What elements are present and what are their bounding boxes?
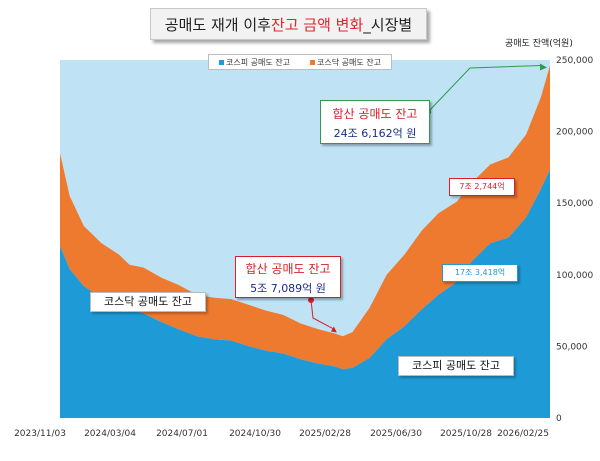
label-kosdaq-area: 코스닥 공매도 잔고: [90, 292, 206, 312]
x-tick-label: 2025/02/28: [299, 429, 351, 439]
chart-title-suffix: _시장별: [363, 15, 413, 34]
pointer-arrow-total-end: [540, 63, 547, 71]
x-tick-label: 2025/10/28: [440, 429, 492, 439]
legend-swatch-kospi: [219, 59, 225, 65]
legend-item-kosdaq: 코스닥 공매도 잔고: [310, 57, 381, 68]
pointer-dot-total-start: [308, 297, 314, 303]
y-tick-label: 200,000: [556, 128, 593, 138]
series-area-kospi: [60, 169, 550, 418]
pointer-arrow-total-start: [330, 326, 337, 333]
legend-swatch-kosdaq: [310, 59, 316, 65]
chart-title-prefix: 공매도 재개 이후: [164, 15, 271, 34]
y-tick-label: 100,000: [556, 271, 593, 281]
y-tick-label: 0: [556, 414, 562, 424]
callout-total-start-value: 5조 7,089억 원: [250, 282, 326, 295]
callout-total-end-value: 24조 6,162억 원: [333, 127, 417, 140]
x-tick-label: 2026/02/25: [497, 429, 549, 439]
y-tick-label: 250,000: [556, 56, 593, 66]
label-kosdaq-end: 7조 2,744억: [449, 178, 515, 196]
legend-label-kospi: 코스피 공매도 잔고: [226, 57, 290, 67]
label-kospi-area: 코스피 공매도 잔고: [398, 356, 514, 376]
pointer-line-total-end: [427, 64, 542, 113]
legend: 코스피 공매도 잔고 코스닥 공매도 잔고: [208, 54, 392, 70]
label-kospi-end: 17조 3,418억: [442, 264, 518, 282]
y-axis-title: 공매도 잔액(억원): [505, 39, 573, 49]
legend-label-kosdaq: 코스닥 공매도 잔고: [317, 57, 381, 67]
x-tick-label: 2024/03/04: [84, 429, 136, 439]
callout-total-start: 합산 공매도 잔고 5조 7,089억 원: [235, 256, 341, 298]
callout-total-start-title: 합산 공매도 잔고: [245, 262, 331, 276]
callout-total-end-title: 합산 공매도 잔고: [332, 107, 418, 121]
axes: 0 50,000 100,000 150,000 200,000 250,000 2023/…: [14, 56, 593, 439]
chart-title-highlight: 잔고 금액 변화: [270, 15, 364, 34]
legend-item-kospi: 코스피 공매도 잔고: [219, 57, 290, 68]
x-tick-label: 2024/10/30: [229, 429, 281, 439]
y-tick-label: 50,000: [556, 342, 588, 352]
x-tick-label: 2023/11/03: [14, 429, 66, 439]
callout-total-end: 합산 공매도 잔고 24조 6,162억 원: [320, 100, 430, 144]
chart-title: 공매도 재개 이후 잔고 금액 변화 _시장별: [150, 8, 427, 40]
x-tick-label: 2024/07/01: [156, 429, 208, 439]
y-tick-label: 150,000: [556, 199, 593, 209]
pointer-line-total-start: [310, 299, 334, 329]
x-tick-label: 2025/06/30: [370, 429, 422, 439]
